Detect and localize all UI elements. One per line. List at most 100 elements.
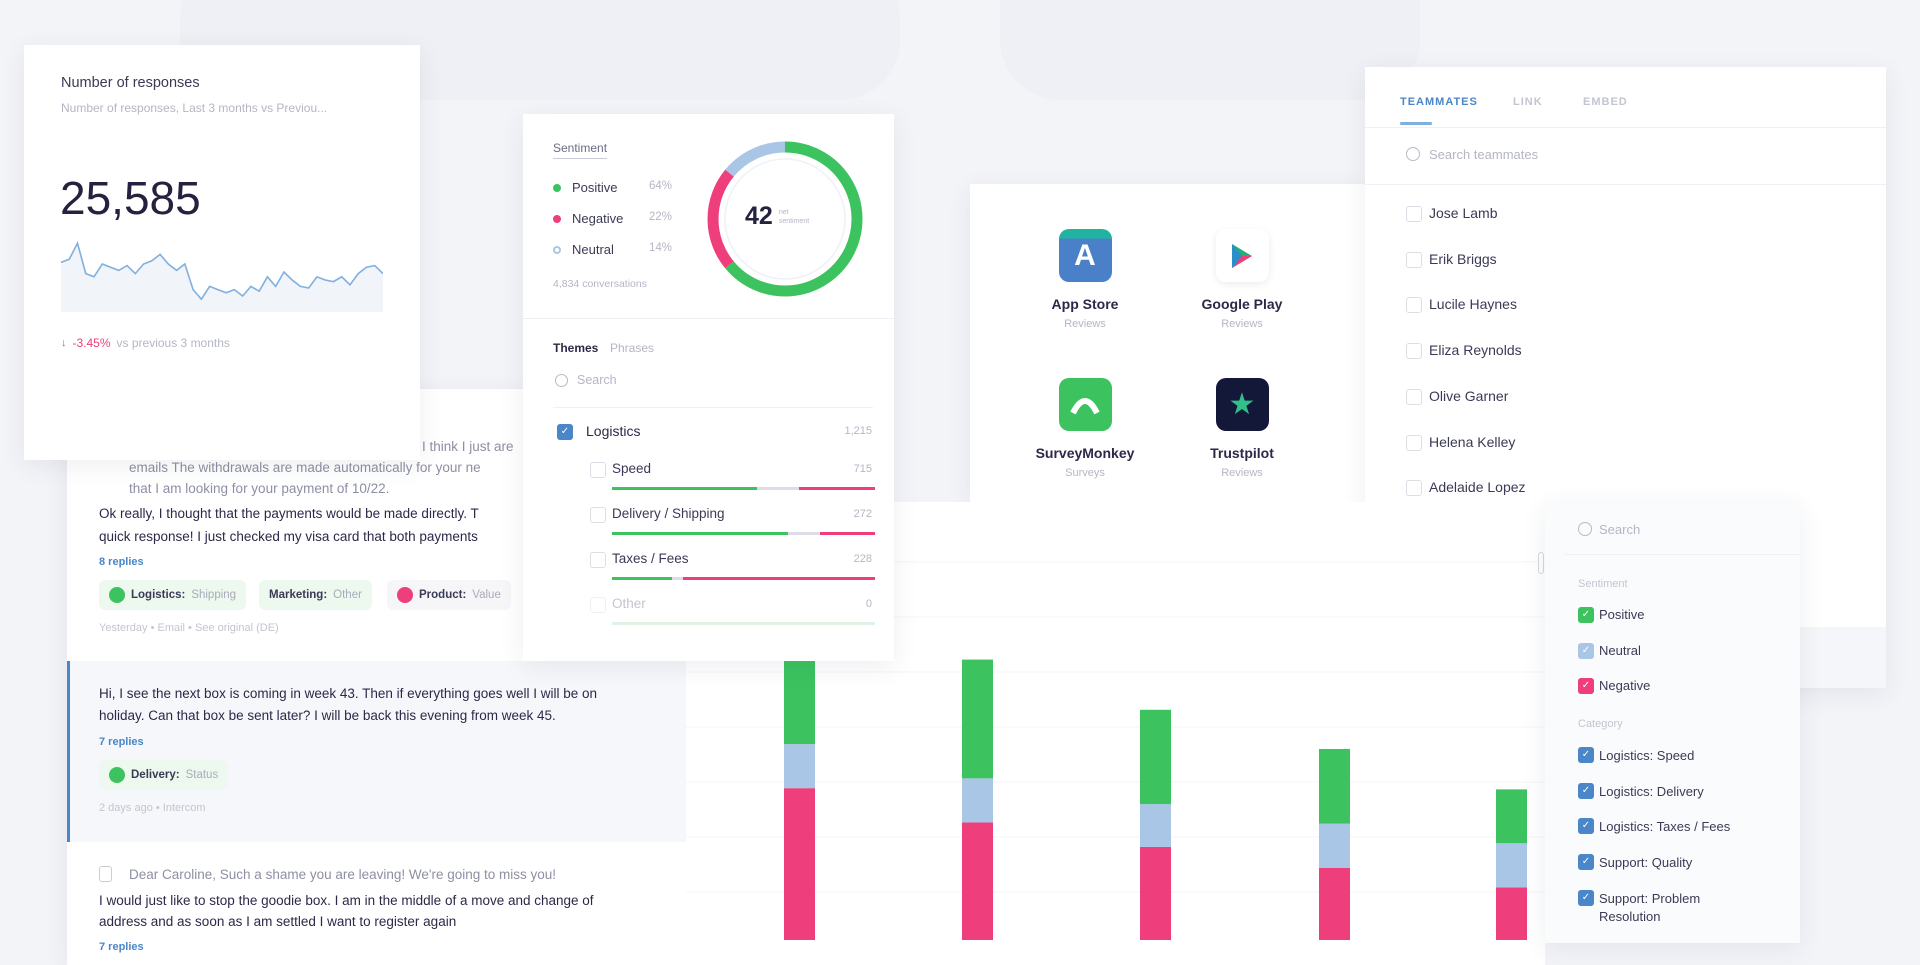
bar-segment-negative [819,532,875,535]
tab-phrases[interactable]: Phrases [610,341,655,355]
theme-sentiment-bar [612,622,875,625]
tag-category: Logistics: [131,589,186,601]
filter-checkbox-neutral[interactable]: ✓ [1578,642,1594,659]
filter-label: Neutral [1599,642,1641,658]
responses-sparkline [61,241,383,312]
bar-positive-3 [1140,709,1171,805]
teammates-search-input[interactable]: Search teammates [1429,147,1539,162]
google-play-icon [1215,229,1269,282]
bar-segment-neutral [672,577,683,580]
theme-tag[interactable]: Delivery: Status [99,760,229,790]
theme-tag[interactable]: Marketing: Other [259,580,372,610]
teammate-checkbox[interactable] [1406,251,1422,268]
theme-count: 0 [865,598,872,610]
sentiment-title: Sentiment [553,141,608,159]
theme-checkbox[interactable] [590,462,606,478]
replies-link[interactable]: 7 replies [99,736,144,748]
conversation-item[interactable]: I think I just are emails The withdrawal… [67,389,686,661]
teammate-name: Adelaide Lopez [1429,479,1526,496]
theme-checkbox[interactable] [590,507,606,523]
teammate-name: Olive Garner [1429,387,1509,404]
integration-surveymonkey[interactable]: SurveyMonkey Surveys [1005,378,1165,479]
theme-tag[interactable]: Product: Value [387,580,511,610]
teammate-checkbox[interactable] [1406,343,1422,360]
conversation-item[interactable]: Dear Caroline, Such a shame you are leav… [67,842,686,965]
quoted-text: Dear Caroline, Such a shame you are leav… [129,867,557,882]
logistics-checkbox[interactable]: ✓ [557,424,573,440]
tab-themes[interactable]: Themes [553,341,599,355]
bar-neutral-3 [1140,804,1171,847]
message-text: address and as soon as I am settled I wa… [99,914,457,929]
net-sentiment-score: 42 [745,202,773,230]
donut-segment-positive [725,141,863,297]
message-text: Hi, I see the next box is coming in week… [99,686,598,701]
bar-segment-negative [798,487,875,490]
integration-trustpilot[interactable]: ★ Trustpilot Reviews [1162,378,1322,479]
sparkline-line [61,241,383,301]
bar-negative-3 [1140,846,1171,940]
net-sentiment-label: net sentiment [778,208,810,225]
bar-negative-1 [784,788,815,940]
teammate-checkbox[interactable] [1406,480,1422,497]
card-subtitle: Number of responses, Last 3 months vs Pr… [61,101,328,115]
message-text: I would just like to stop the goodie box… [99,893,594,908]
theme-count: 228 [853,553,872,565]
theme-tag[interactable]: Logistics: Shipping [99,580,247,610]
integration-name: SurveyMonkey [1035,445,1135,461]
filter-checkbox-category[interactable]: ✓ [1578,818,1594,835]
filter-label: Support: Quality [1599,855,1693,871]
message-text: holiday. Can that box be sent later? I w… [99,708,556,723]
teammate-checkbox[interactable] [1406,297,1422,314]
donut-segment-negative [707,169,734,269]
theme-checkbox[interactable] [590,552,606,568]
filter-checkbox-category[interactable]: ✓ [1578,782,1594,799]
bar-neutral-2 [962,778,993,823]
tab-embed[interactable]: EMBED [1583,96,1628,108]
bar-neutral-5 [1496,843,1527,888]
teammate-checkbox[interactable] [1406,206,1422,222]
filter-search-input[interactable]: Search [1599,522,1641,537]
surveymonkey-icon [1058,378,1112,431]
teammate-name: Eliza Reynolds [1429,342,1522,359]
replies-link[interactable]: 8 replies [99,556,144,568]
chart-canvas [686,561,1545,940]
integration-app-store[interactable]: A App Store Reviews [1005,229,1165,330]
replies-link[interactable]: 7 replies [99,941,144,953]
legend-label: Neutral [572,242,614,257]
positive-sentiment-icon [109,767,125,783]
legend-dot-icon [553,246,561,254]
document-icon [99,866,112,882]
legend-dot-icon [553,184,561,192]
search-icon [555,374,568,387]
tag-category: Product: [419,589,467,601]
teammate-checkbox[interactable] [1406,434,1422,451]
divider [523,318,894,319]
teammate-checkbox[interactable] [1406,388,1422,405]
resize-handle[interactable] [1538,552,1544,574]
responses-total: 25,585 [60,172,201,224]
active-tab-indicator [1400,122,1432,125]
bar-segment-negative [683,577,875,580]
bar-neutral-1 [784,744,815,789]
tab-teammates[interactable]: TEAMMATES [1400,96,1478,108]
tab-link[interactable]: LINK [1513,96,1543,108]
filter-checkbox-positive[interactable]: ✓ [1578,607,1594,623]
theme-checkbox[interactable] [590,597,606,613]
integrations-card: A App Store Reviews Google Play Reviews … [970,184,1365,502]
search-icon [1578,522,1592,536]
theme-sentiment-bar [612,577,875,580]
teammate-name: Jose Lamb [1429,205,1498,221]
integration-google-play[interactable]: Google Play Reviews [1162,229,1322,330]
filter-label: Logistics: Delivery [1599,783,1704,799]
tag-value: Status [185,769,219,781]
filter-checkbox-category[interactable]: ✓ [1578,854,1594,871]
filter-checkbox-category[interactable]: ✓ [1578,889,1594,906]
conversation-item-selected[interactable]: Hi, I see the next box is coming in week… [67,661,686,842]
theme-label: Logistics [586,423,641,439]
legend-percent: 14% [649,242,673,254]
sentiment-donut [707,141,863,297]
themes-search-input[interactable]: Search [577,373,617,387]
legend-label: Positive [572,180,618,195]
filter-checkbox-negative[interactable]: ✓ [1578,678,1594,694]
filter-checkbox-category[interactable]: ✓ [1578,747,1594,763]
